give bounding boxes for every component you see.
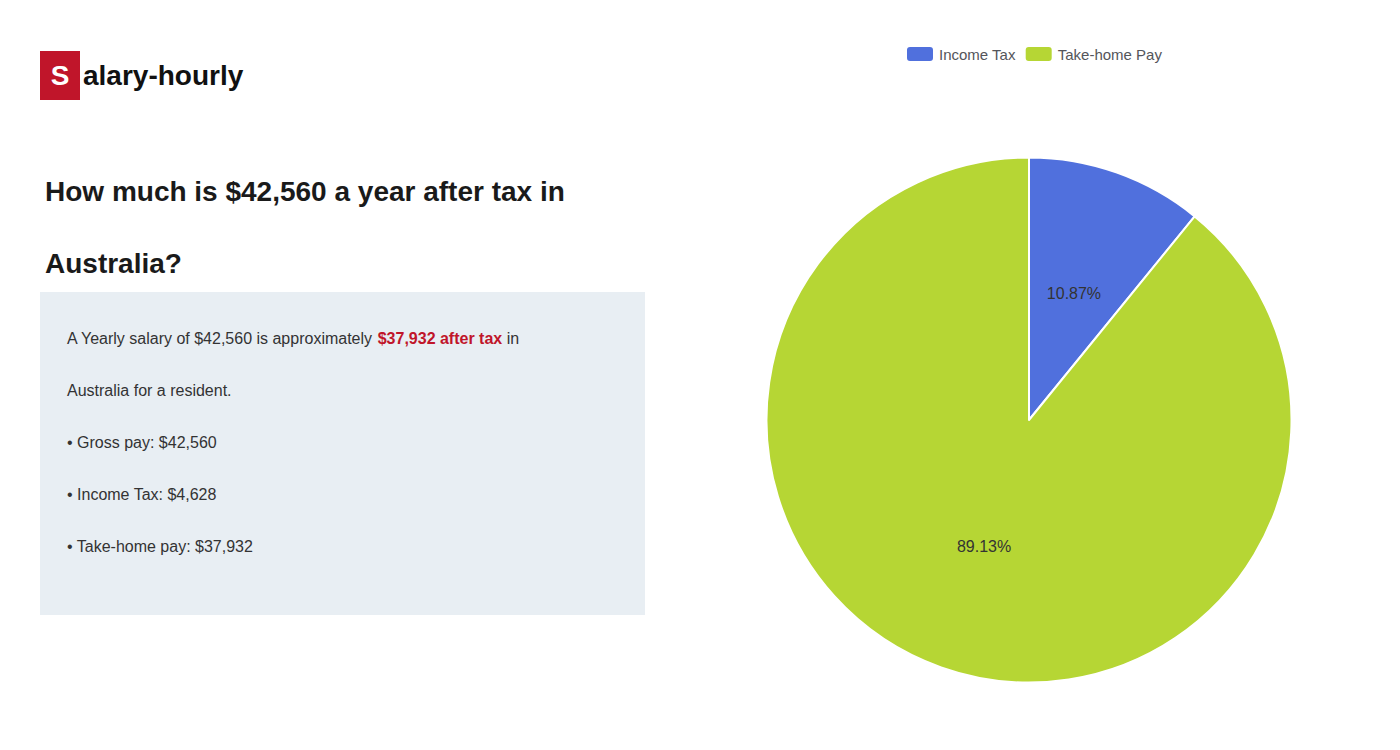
svg-text:89.13%: 89.13% [957,538,1011,555]
svg-text:Income Tax: Income Tax [939,46,1016,63]
svg-text:How much is $42,560 a year aft: How much is $42,560 a year after tax in [45,176,565,207]
svg-text:• Gross pay: $42,560: • Gross pay: $42,560 [67,434,217,451]
svg-text:Australia for a resident.: Australia for a resident. [67,382,232,399]
svg-text:A Yearly salary of $42,560 is: A Yearly salary of $42,560 is approximat… [67,330,377,347]
svg-text:Australia?: Australia? [45,248,182,279]
svg-text:S: S [51,60,70,91]
svg-text:alary-hourly: alary-hourly [83,60,244,91]
svg-text:$37,932 after tax: $37,932 after tax [378,330,503,347]
svg-text:in: in [502,330,519,347]
svg-text:10.87%: 10.87% [1047,285,1101,302]
svg-text:Take-home Pay: Take-home Pay [1058,46,1163,63]
svg-text:• Take-home pay: $37,932: • Take-home pay: $37,932 [67,538,253,555]
svg-text:• Income Tax: $4,628: • Income Tax: $4,628 [67,486,217,503]
